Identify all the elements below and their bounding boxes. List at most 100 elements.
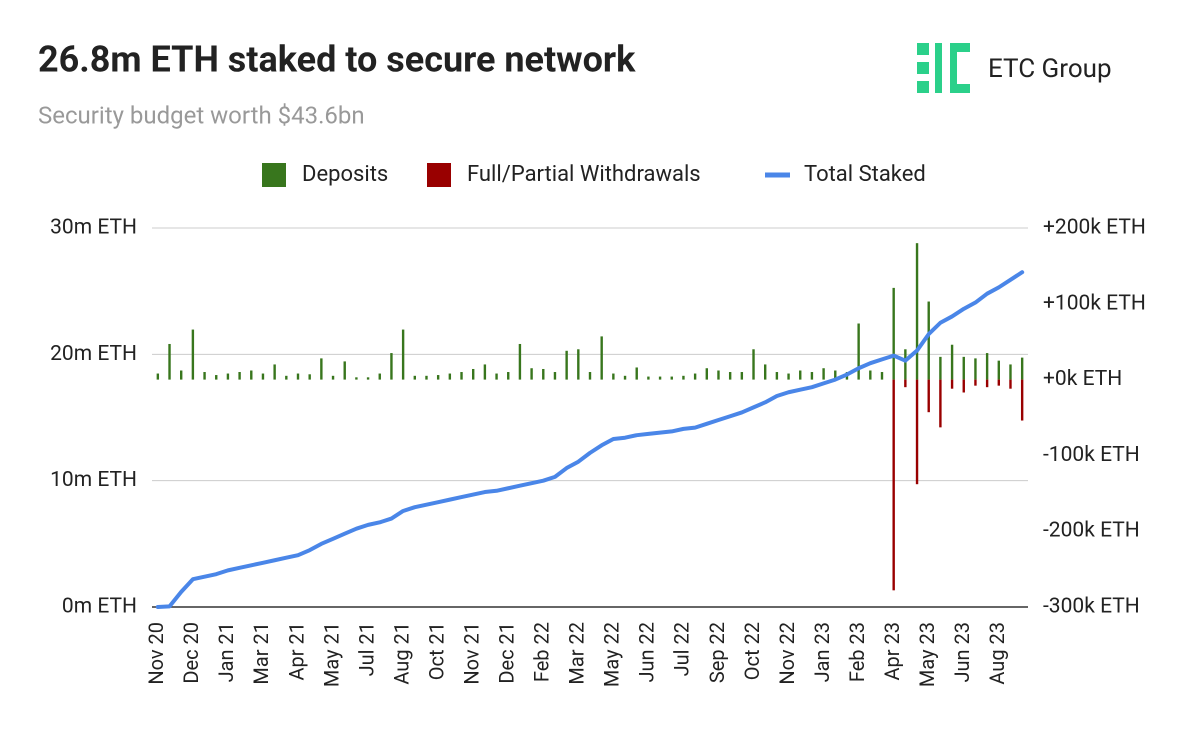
bar <box>658 376 662 380</box>
x-tick-label: Nov 21 <box>459 622 483 685</box>
bar <box>1009 364 1012 380</box>
bar <box>273 364 276 380</box>
x-tick-label: Apr 23 <box>880 622 904 681</box>
bar <box>366 377 370 380</box>
x-tick-label: May 23 <box>915 622 939 687</box>
bar <box>892 379 895 591</box>
legend-label: Total Staked <box>804 162 926 187</box>
chart-subtitle: Security budget worth $43.6bn <box>38 101 365 129</box>
bar <box>390 353 393 380</box>
bar <box>331 375 335 380</box>
brand-name: ETC Group <box>988 54 1112 84</box>
bar <box>285 375 288 380</box>
bar <box>974 358 977 380</box>
y-tick-label: 0m ETH <box>62 595 137 619</box>
legend-label: Full/Partial Withdrawals <box>467 162 701 187</box>
bar <box>904 349 907 380</box>
bar <box>962 356 965 380</box>
x-tick-label: Jan 21 <box>214 622 238 682</box>
x-tick-label: Jul 22 <box>670 622 694 676</box>
bar <box>530 368 533 380</box>
bar <box>974 379 977 386</box>
bar <box>588 372 592 380</box>
bar <box>261 373 265 380</box>
bar <box>180 370 183 380</box>
bar <box>623 375 627 380</box>
bar <box>647 376 650 380</box>
y2-tick-label: -100k ETH <box>1043 443 1140 467</box>
bar <box>296 373 300 380</box>
bar <box>985 379 989 388</box>
x-tick-label: Sep 22 <box>705 622 729 683</box>
legend-label: Deposits <box>302 162 388 187</box>
legend-swatch <box>262 163 286 187</box>
bar <box>635 367 638 380</box>
bar <box>472 368 475 380</box>
bar <box>728 372 732 380</box>
bar <box>612 373 615 380</box>
bar <box>436 375 440 380</box>
bar <box>962 379 965 393</box>
x-tick-label: May 21 <box>319 622 343 687</box>
x-tick-label: Aug 21 <box>389 622 413 685</box>
bar <box>670 376 673 380</box>
bar <box>565 350 568 380</box>
x-tick-label: Dec 21 <box>495 622 519 684</box>
x-tick-label: Aug 23 <box>985 622 1009 685</box>
bar <box>927 301 930 380</box>
bar <box>343 361 346 380</box>
bar <box>553 372 557 380</box>
bar <box>600 336 603 380</box>
bar <box>425 375 428 380</box>
bar <box>495 373 498 380</box>
x-tick-label: Oct 21 <box>424 622 448 680</box>
bar <box>775 372 779 380</box>
x-tick-label: Mar 21 <box>249 622 273 685</box>
bar <box>460 372 463 380</box>
bar <box>156 373 160 380</box>
y-tick-label: 10m ETH <box>50 468 137 492</box>
bar <box>320 358 323 380</box>
bar <box>752 349 755 380</box>
y2-tick-label: +200k ETH <box>1043 216 1146 240</box>
x-tick-label: May 22 <box>600 622 624 687</box>
bar <box>577 349 580 380</box>
x-tick-label: Feb 22 <box>530 622 554 682</box>
bar <box>810 372 814 380</box>
bar <box>542 368 545 380</box>
bar <box>226 373 230 380</box>
x-tick-label: Dec 20 <box>179 622 203 684</box>
x-tick-label: Mar 22 <box>565 622 589 685</box>
bar <box>985 353 989 380</box>
bar <box>880 372 884 380</box>
chart-title: 26.8m ETH staked to secure network <box>38 39 636 81</box>
bar <box>997 379 1000 386</box>
bar <box>764 364 767 380</box>
y-tick-label: 20m ETH <box>50 342 137 366</box>
bar <box>740 372 744 380</box>
bar <box>822 368 825 380</box>
bar <box>717 370 720 380</box>
logo <box>917 43 970 93</box>
y2-tick-label: -200k ETH <box>1043 519 1140 543</box>
bar <box>378 373 381 380</box>
bar <box>939 356 942 380</box>
x-tick-label: Nov 20 <box>144 622 168 685</box>
bar <box>168 343 171 380</box>
bar <box>682 375 685 380</box>
bar <box>238 372 241 380</box>
bar <box>518 343 522 380</box>
bar <box>203 372 206 380</box>
bar <box>483 364 487 380</box>
bar <box>939 379 942 428</box>
bar <box>215 375 218 380</box>
bar <box>799 370 802 380</box>
bar <box>869 370 872 380</box>
bar <box>834 370 837 380</box>
x-tick-label: Jun 23 <box>950 622 974 683</box>
bar <box>448 373 452 380</box>
bar <box>413 375 416 380</box>
x-tick-label: Apr 21 <box>284 622 308 681</box>
bar <box>1020 357 1024 380</box>
bar <box>915 379 919 485</box>
